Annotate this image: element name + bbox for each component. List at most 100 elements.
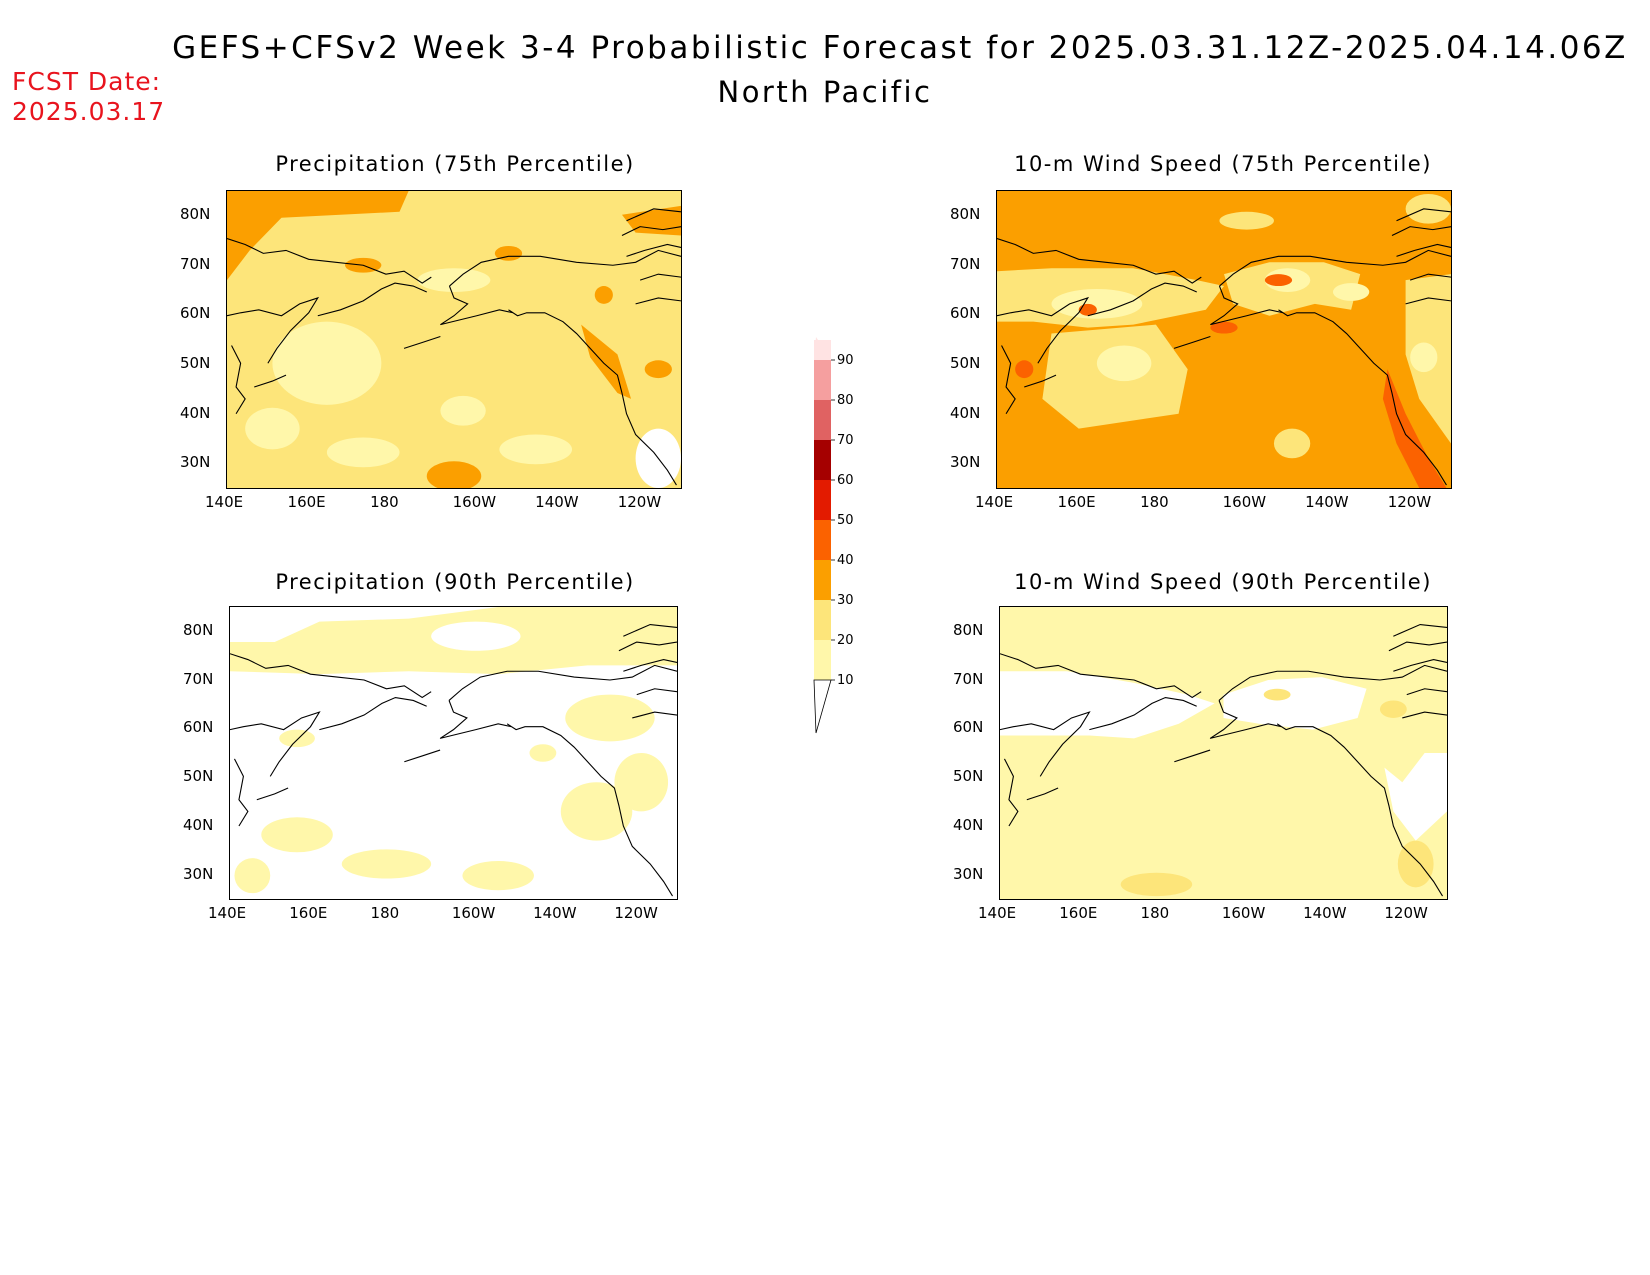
coastline [1174, 749, 1211, 763]
lat-tick-label: 50N [950, 354, 981, 373]
lat-tick-label: 50N [953, 767, 984, 786]
coastline [1173, 336, 1211, 349]
lon-tick-label: 140E [978, 904, 1017, 922]
lat-tick-label: 80N [180, 205, 211, 224]
lon-tick-label: 160E [289, 904, 328, 922]
coastline [621, 226, 681, 237]
lat-tick-label: 30N [953, 864, 984, 883]
lon-tick-label: 160W [1222, 493, 1267, 511]
lat-tick-label: 30N [180, 453, 211, 472]
coastline [1210, 285, 1447, 486]
coastline [254, 374, 287, 388]
coastline [1209, 700, 1443, 897]
coastline [449, 249, 681, 287]
coastline [1218, 664, 1447, 701]
colorbar-label: 10 [837, 673, 854, 688]
lat-tick-label: 40N [953, 815, 984, 834]
map-precip-90 [229, 606, 678, 900]
lat-tick-label: 70N [180, 254, 211, 273]
coastline [403, 336, 441, 349]
coastline [1000, 711, 1091, 777]
coastline [233, 758, 249, 827]
coastline [1409, 273, 1451, 281]
coastline [1087, 282, 1197, 317]
map-field-p1 [227, 191, 681, 488]
map-field-p4 [1000, 607, 1447, 899]
coastline [997, 237, 1202, 284]
lon-tick-label: 140E [208, 904, 247, 922]
colorbar-bottom-arrow [813, 679, 832, 734]
coastline [1026, 787, 1059, 801]
coastline [317, 282, 427, 317]
lon-tick-label: 140W [535, 493, 579, 511]
lat-tick-label: 30N [183, 864, 214, 883]
region-subtitle: North Pacific [717, 75, 933, 109]
lon-tick-label: 140E [975, 493, 1014, 511]
lon-tick-label: 160W [451, 904, 496, 922]
lat-tick-label: 80N [953, 620, 984, 639]
coastline [1393, 658, 1447, 672]
coastline [1391, 226, 1451, 237]
lon-tick-label: 160W [1221, 904, 1266, 922]
lon-tick-label: 160E [1059, 904, 1098, 922]
coastline [623, 623, 677, 637]
coastline [1402, 711, 1447, 719]
lat-tick-label: 60N [953, 718, 984, 737]
lat-tick-label: 50N [180, 354, 211, 373]
colorbar-label: 70 [837, 433, 854, 448]
panel-title-precip-75: Precipitation (75th Percentile) [275, 152, 635, 176]
lon-tick-label: 140W [533, 904, 577, 922]
lon-tick-label: 140E [205, 493, 244, 511]
lat-tick-label: 70N [183, 669, 214, 688]
lon-tick-label: 140W [1305, 493, 1349, 511]
lon-tick-label: 120W [1384, 904, 1428, 922]
coastline [230, 653, 432, 699]
colorbar-segment [814, 640, 831, 680]
lon-tick-label: 180 [370, 904, 400, 922]
coastline [319, 696, 427, 731]
lon-tick-label: 160E [287, 493, 326, 511]
coastline [1003, 758, 1019, 827]
coastline [636, 688, 677, 696]
coastline [439, 700, 673, 897]
colorbar-segment [814, 600, 831, 640]
coastline [1393, 623, 1447, 637]
colorbar-label: 20 [837, 633, 854, 648]
coastline [1024, 374, 1057, 388]
colorbar-label: 50 [837, 513, 854, 528]
lon-tick-label: 180 [370, 493, 399, 511]
colorbar-segment [814, 520, 831, 560]
coastline [639, 273, 681, 281]
coastline [623, 658, 677, 672]
coastline [404, 749, 441, 763]
lat-tick-label: 80N [183, 620, 214, 639]
lat-tick-label: 50N [183, 767, 214, 786]
coastline [256, 787, 289, 801]
colorbar-top-arrow [814, 337, 831, 360]
map-precip-75 [226, 190, 682, 489]
coastline [227, 296, 320, 364]
map-field-p2 [997, 191, 1451, 488]
coastline [1396, 243, 1451, 257]
colorbar-label: 30 [837, 593, 854, 608]
colorbar-segment [814, 360, 831, 400]
lat-tick-label: 80N [950, 205, 981, 224]
lat-tick-label: 30N [950, 453, 981, 472]
colorbar-label: 80 [837, 393, 854, 408]
coastline [1089, 696, 1197, 731]
coastline [1001, 345, 1016, 415]
coastline [230, 711, 321, 777]
coastline [626, 208, 681, 222]
lat-tick-label: 40N [950, 403, 981, 422]
coastline [635, 297, 681, 305]
lon-tick-label: 120W [614, 904, 658, 922]
colorbar: 10 20 30 40 50 60 70 80 90 [813, 337, 854, 734]
lon-tick-label: 180 [1140, 493, 1169, 511]
coastline [448, 664, 677, 701]
map-wind-90 [999, 606, 1448, 900]
lat-tick-label: 70N [950, 254, 981, 273]
lon-tick-label: 180 [1140, 904, 1170, 922]
colorbar-segment [814, 560, 831, 600]
coastline [1388, 641, 1447, 652]
colorbar-segment [814, 400, 831, 440]
